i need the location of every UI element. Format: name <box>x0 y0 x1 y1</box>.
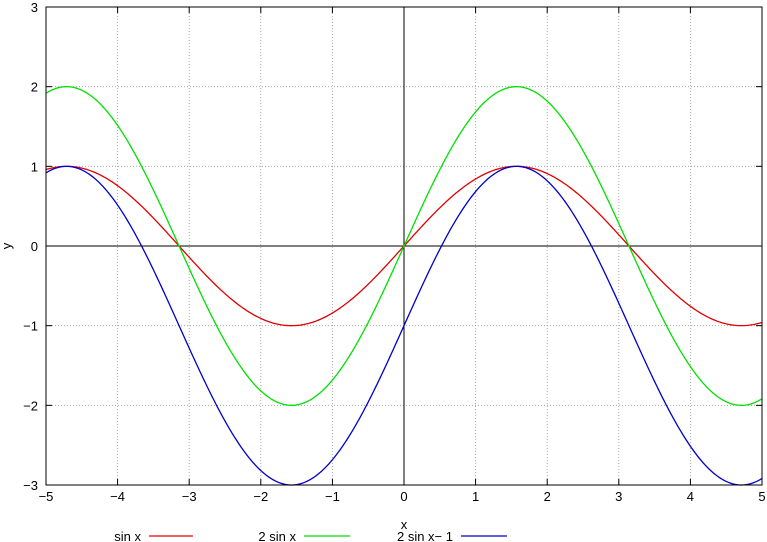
x-tick-label: 2 <box>544 489 551 504</box>
legend-label-2: 2 sin x− 1 <box>397 529 453 542</box>
series-lines <box>45 86 763 486</box>
y-tick-label: 0 <box>31 239 38 254</box>
legend: sin x 2 sin x 2 sin x− 1 <box>114 529 507 542</box>
y-tick-label: 1 <box>31 159 38 174</box>
legend-label-0: sin x <box>114 529 141 542</box>
x-tick-label: −5 <box>39 489 54 504</box>
x-tick-label: 1 <box>472 489 479 504</box>
y-tick-label: 2 <box>31 80 38 95</box>
y-axis-title: y <box>0 242 14 249</box>
y-tick-label: −1 <box>23 319 38 334</box>
y-tick-label: −3 <box>23 478 38 493</box>
x-tick-label: 5 <box>758 489 765 504</box>
x-tick-labels: −5 −4 −3 −2 −1 0 1 2 3 4 5 <box>39 489 766 504</box>
x-axis-title: x <box>401 517 408 532</box>
legend-label-1: 2 sin x <box>258 529 296 542</box>
y-tick-label: −2 <box>23 398 38 413</box>
x-tick-label: 0 <box>400 489 407 504</box>
x-tick-label: −3 <box>182 489 197 504</box>
x-tick-label: −4 <box>110 489 125 504</box>
y-tick-labels: −3 −2 −1 0 1 2 3 <box>23 0 38 493</box>
series-line-1 <box>45 86 763 406</box>
x-tick-label: −2 <box>253 489 268 504</box>
ticks <box>45 6 763 486</box>
x-tick-label: 4 <box>687 489 694 504</box>
y-tick-label: 3 <box>31 0 38 15</box>
series-line-2 <box>45 165 763 486</box>
x-tick-label: 3 <box>615 489 622 504</box>
x-tick-label: −1 <box>325 489 340 504</box>
